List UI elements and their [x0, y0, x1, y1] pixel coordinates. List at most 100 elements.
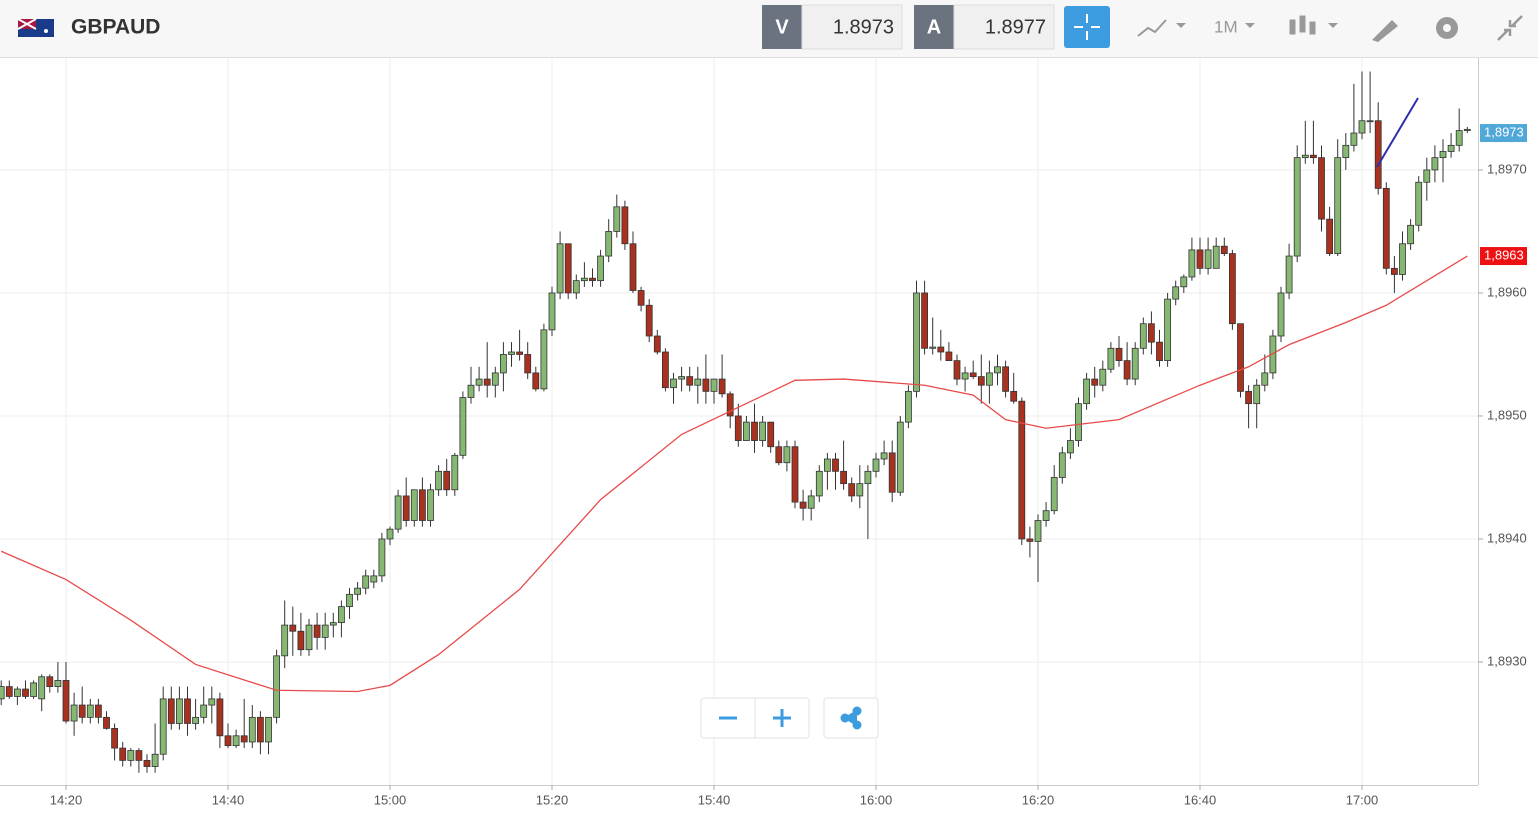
flag: [17, 18, 54, 37]
candle-body: [945, 351, 953, 362]
candle-body: [103, 716, 110, 729]
candle-body: [1107, 347, 1115, 370]
candle-body: [581, 277, 588, 282]
candle-body: [95, 704, 102, 718]
candle-body: [70, 704, 78, 722]
candle-body: [13, 688, 21, 697]
candle-body: [38, 676, 46, 700]
candle-body: [491, 372, 499, 386]
candle-body: [329, 622, 337, 626]
settings-button[interactable]: [1436, 17, 1458, 39]
candle-body: [1091, 378, 1099, 386]
candle-body: [1277, 292, 1285, 337]
candle-body: [240, 735, 248, 743]
collapse-button[interactable]: [1497, 15, 1523, 41]
last-price-label: 1,8973: [1484, 124, 1524, 139]
candle-body: [1415, 181, 1423, 226]
candle-body: [1042, 510, 1050, 521]
candle-body: [1075, 403, 1082, 441]
candle-body: [337, 606, 345, 624]
timeframe[interactable]: 1M: [1214, 17, 1238, 36]
candle-body: [637, 290, 645, 306]
candle-body: [888, 452, 896, 493]
candle-body: [726, 393, 734, 417]
candle-body: [1018, 400, 1026, 540]
candle-body: [30, 682, 38, 697]
candle-body: [200, 704, 208, 718]
candle-body: [880, 452, 888, 460]
candle-body: [451, 454, 459, 491]
candle-body: [1237, 323, 1244, 392]
candle-body: [362, 575, 370, 589]
candle-body: [548, 292, 556, 331]
candle-body: [1067, 440, 1074, 454]
candle-body: [1188, 249, 1196, 278]
candle-body: [208, 698, 216, 706]
candle-body: [986, 372, 993, 386]
x-tick-label: 14:20: [50, 792, 83, 807]
candle-body: [678, 376, 685, 380]
chart-type-button[interactable]: [1137, 19, 1186, 37]
candle-body: [621, 206, 629, 245]
candle-body: [273, 655, 281, 718]
draw-button[interactable]: [1372, 20, 1398, 42]
bid-button[interactable]: [762, 5, 802, 49]
candle-body: [905, 390, 912, 423]
y-tick-label: 1,8970: [1487, 161, 1527, 176]
candle-body: [532, 372, 540, 390]
candle-body: [807, 495, 815, 509]
candle-body: [135, 750, 143, 761]
candle-body: [1139, 323, 1147, 349]
candle-body: [499, 354, 507, 374]
candle-body: [475, 378, 483, 386]
ask-box: [953, 4, 1055, 50]
candle-body: [1229, 253, 1236, 325]
candle-body: [151, 753, 159, 767]
candle-body: [1002, 366, 1009, 392]
candle-body: [127, 750, 135, 761]
candle-body: [759, 421, 766, 441]
candle-body: [248, 716, 256, 743]
candle-body: [216, 698, 224, 737]
candle-body: [1358, 120, 1366, 134]
candle-body: [1293, 157, 1301, 257]
candle-body: [1172, 286, 1180, 300]
candle-body: [1326, 218, 1333, 254]
candle-body: [22, 688, 29, 697]
candle-body: [1156, 341, 1163, 362]
candle-body: [167, 698, 175, 724]
candle-body: [832, 458, 839, 472]
candle-body: [840, 470, 847, 485]
candle-body: [1399, 243, 1406, 275]
candle-body: [256, 716, 264, 743]
y-tick-label: 1,8950: [1487, 407, 1527, 422]
candle-body: [961, 372, 969, 380]
candle-body: [1050, 477, 1058, 512]
candle-body: [418, 489, 426, 521]
candle-body: [1123, 360, 1131, 380]
candle-body: [767, 421, 775, 448]
candle-body: [508, 351, 515, 355]
y-tick-label: 1,8930: [1487, 653, 1527, 668]
candle-body: [710, 378, 718, 392]
candle-body: [1431, 157, 1439, 171]
candle-body: [977, 376, 985, 386]
x-tick-label: 16:20: [1022, 792, 1055, 807]
candle-body: [662, 351, 669, 389]
candles-button[interactable]: [1289, 15, 1338, 35]
candle-body: [848, 483, 856, 497]
candle-body: [1034, 520, 1042, 542]
candle-body: [54, 680, 62, 687]
candle-body: [718, 378, 726, 395]
zoom-in[interactable]: [773, 709, 791, 727]
candle-body: [783, 446, 791, 464]
crosshair-button[interactable]: [1064, 6, 1110, 48]
ask-button[interactable]: [914, 5, 954, 49]
candle-body: [1261, 372, 1269, 386]
candle-body: [1391, 267, 1398, 275]
candle-body: [751, 421, 758, 441]
candle-body: [540, 329, 548, 390]
candle-body: [192, 716, 200, 724]
candle-body: [694, 378, 702, 386]
candle-body: [605, 231, 613, 257]
